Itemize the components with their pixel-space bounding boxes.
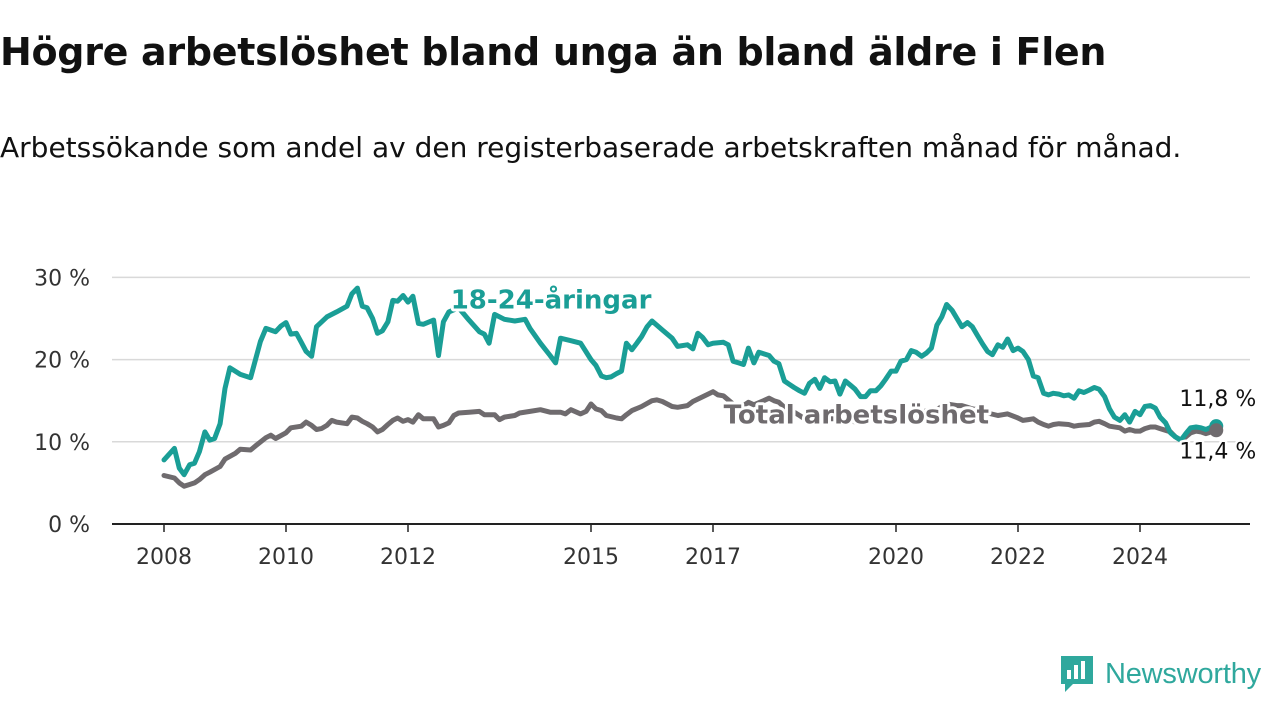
newsworthy-logo-text: Newsworthy [1105,657,1261,690]
end-label-youth: 11,8 % [1179,387,1256,412]
newsworthy-logo: Newsworthy [1059,654,1261,694]
y-tick-label: 30 % [34,266,90,291]
chart-subtitle: Arbetssökande som andel av den registerb… [0,131,1182,164]
y-tick-label: 10 % [34,431,90,456]
x-tick-label: 2020 [868,545,924,570]
series-label-youth: 18-24-åringar [451,284,652,316]
end-label-total: 11,4 % [1179,439,1256,464]
x-tick-label: 2017 [685,545,741,570]
y-tick-label: 0 % [48,513,90,538]
series-line-youth [161,285,1219,478]
series-line-total [161,389,1219,489]
x-tick-label: 2015 [563,545,619,570]
series-label-total: Total arbetslöshet [724,401,989,431]
x-tick-label: 2022 [990,545,1046,570]
y-tick-label: 20 % [34,349,90,374]
chart-title: Högre arbetslöshet bland unga än bland ä… [0,30,1107,74]
x-tick-label: 2012 [380,545,436,570]
newsworthy-logo-icon [1061,656,1093,692]
x-tick-label: 2010 [258,545,314,570]
x-tick-label: 2024 [1112,545,1168,570]
end-marker-total [1209,423,1224,438]
x-tick-label: 2008 [136,545,192,570]
